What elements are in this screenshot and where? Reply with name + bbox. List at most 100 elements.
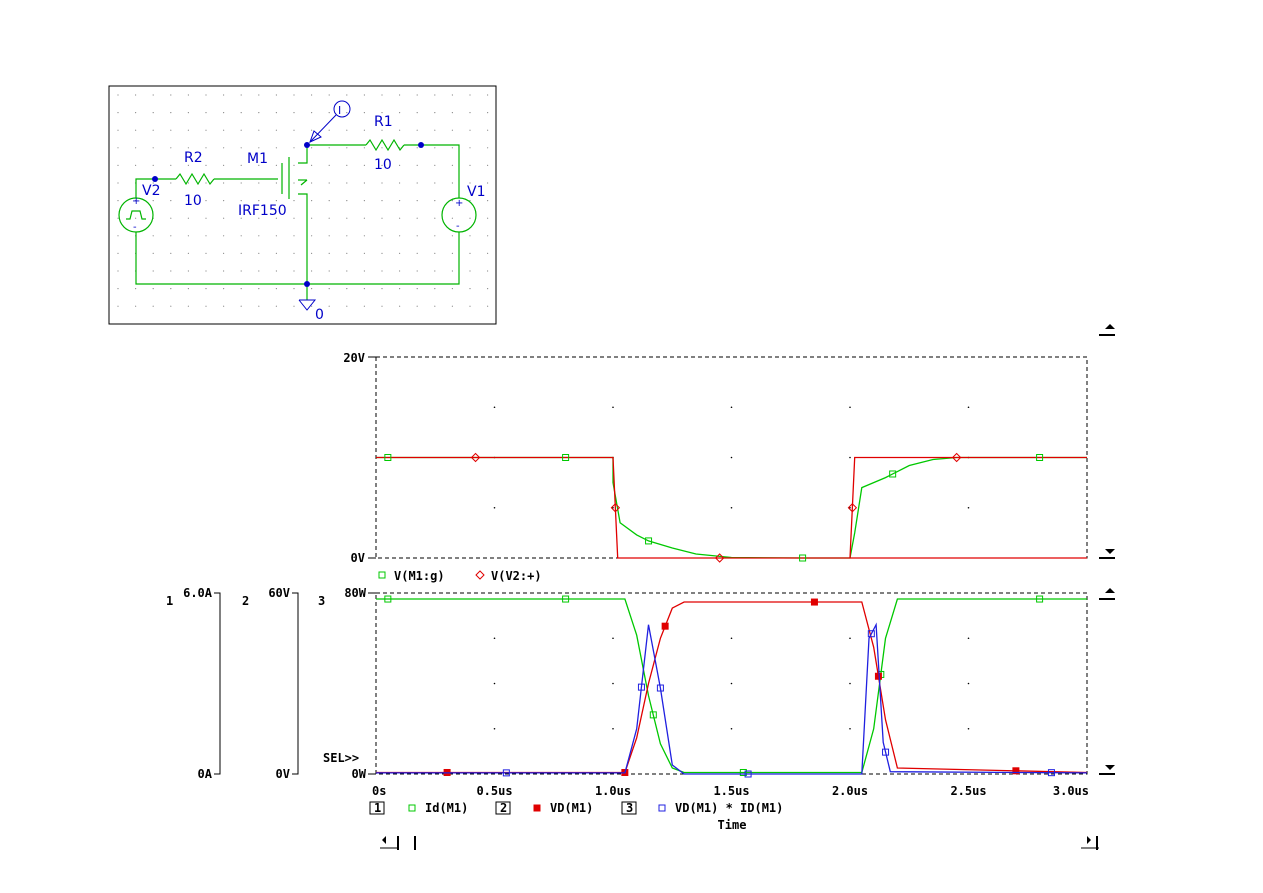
grid-dot: [205, 112, 207, 114]
grid-dot: [346, 147, 348, 149]
grid-dot: [328, 129, 330, 131]
axis1-tick-max: 6.0A: [183, 586, 213, 600]
grid-dot: [493, 506, 496, 509]
grid-dot: [293, 129, 295, 131]
top-y-tick-max: 20V: [343, 351, 365, 365]
grid-dot: [240, 129, 242, 131]
scroll-left-button[interactable]: [380, 836, 399, 850]
svg-text:+: +: [455, 198, 463, 209]
grid-dot: [328, 305, 330, 307]
grid-dot: [469, 288, 471, 290]
series-line-v2: [849, 456, 1087, 559]
grid-dot: [399, 235, 401, 237]
grid-dot: [223, 288, 225, 290]
r1-name-label: R1: [374, 114, 393, 130]
grid-dot: [967, 637, 970, 640]
schematic-panel: + - + - R2 10 R1 10 M1 IRF150 V2 V1 0: [108, 85, 497, 325]
x-tick-label: 0s: [372, 784, 386, 798]
grid-dot: [152, 164, 154, 166]
grid-dot: [152, 270, 154, 272]
x-tick-label: 1.5us: [713, 784, 749, 798]
grid-dot: [258, 305, 260, 307]
grid-dot: [275, 182, 277, 184]
grid-dot: [451, 129, 453, 131]
grid-dot: [311, 288, 313, 290]
r2-name-label: R2: [184, 150, 203, 166]
grid-dot: [399, 305, 401, 307]
grid-dot: [416, 200, 418, 202]
grid-dot: [381, 94, 383, 96]
grid-dot: [434, 270, 436, 272]
grid-dot: [469, 129, 471, 131]
grid-dot: [416, 164, 418, 166]
grid-dot: [275, 94, 277, 96]
grid-dot: [487, 182, 489, 184]
scroll-up-bottom-button[interactable]: [1099, 588, 1115, 600]
grid-dot: [487, 288, 489, 290]
grid-dot: [469, 305, 471, 307]
svg-text:+: +: [132, 196, 140, 207]
grid-dot: [451, 217, 453, 219]
scroll-up-top-button[interactable]: [1099, 324, 1115, 336]
legend-label-power: VD(M1) * ID(M1): [675, 801, 783, 815]
grid-dot: [363, 288, 365, 290]
grid-dot: [469, 270, 471, 272]
grid-dot: [135, 288, 137, 290]
grid-dot: [328, 112, 330, 114]
grid-dot: [487, 217, 489, 219]
series-marker-v2: [714, 553, 725, 563]
grid-dot: [223, 270, 225, 272]
grid-dot: [381, 129, 383, 131]
scroll-right-button[interactable]: [1081, 836, 1099, 850]
series-marker-vg: [1036, 454, 1044, 461]
series-marker-vg: [645, 537, 653, 545]
grid-dot: [434, 112, 436, 114]
legend-axis1-id: 1: [374, 801, 381, 815]
series-marker-power: [1047, 769, 1055, 777]
grid-dot: [223, 129, 225, 131]
grid-dot: [363, 164, 365, 166]
series-line-id: [376, 598, 1087, 774]
grid-dot: [187, 129, 189, 131]
grid-dot: [311, 200, 313, 202]
series-marker-id: [1036, 595, 1044, 603]
grid-dot: [117, 270, 119, 272]
bottom-plot-grid: [493, 637, 970, 730]
v1-source-symbol: [441, 197, 477, 233]
grid-dot: [293, 147, 295, 149]
grid-dot: [849, 506, 851, 509]
grid-dot: [275, 147, 277, 149]
grid-dot: [240, 288, 242, 290]
grid-dot: [117, 129, 119, 131]
grid-dot: [135, 94, 137, 96]
grid-dot: [346, 112, 348, 114]
grid-dot: [487, 164, 489, 166]
grid-dot: [469, 217, 471, 219]
grid-dot: [293, 270, 295, 272]
series-marker-vd: [661, 622, 669, 630]
scroll-down-bottom-button[interactable]: [1099, 765, 1115, 775]
grid-dot: [493, 406, 496, 409]
grid-dot: [434, 129, 436, 131]
scroll-down-top-button[interactable]: [1099, 549, 1115, 559]
legend-label-vg: V(M1:g): [394, 569, 445, 583]
grid-dot: [223, 182, 225, 184]
grid-dot: [258, 252, 260, 254]
grid-dot: [328, 182, 330, 184]
grid-dot: [612, 506, 614, 509]
grid-dot: [399, 129, 401, 131]
grid-dot: [381, 164, 383, 166]
grid-dot: [187, 164, 189, 166]
grid-dot: [275, 217, 277, 219]
grid-dot: [434, 94, 436, 96]
grid-dot: [451, 235, 453, 237]
grid-dot: [451, 252, 453, 254]
grid-dot: [223, 112, 225, 114]
grid-dot: [187, 182, 189, 184]
grid-dot: [170, 288, 172, 290]
grid-dot: [363, 200, 365, 202]
series-marker-power: [502, 769, 510, 777]
grid-dot: [849, 727, 851, 730]
m1-model-label: IRF150: [238, 203, 287, 219]
grid-dot: [381, 112, 383, 114]
